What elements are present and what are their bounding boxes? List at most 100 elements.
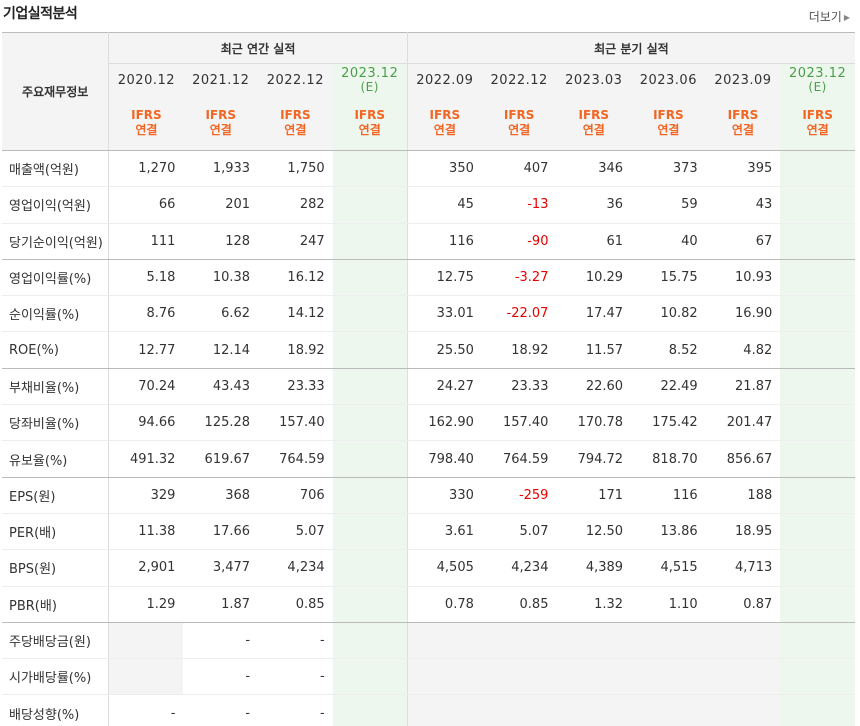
table-row: 부채비율(%) 70.24 43.43 23.33 24.27 23.33 22.60 22.…	[2, 368, 855, 406]
table-row: EPS(원) 329 368 706 330 -259 171 116 188	[2, 477, 855, 514]
period-label: 2022.09	[416, 72, 474, 88]
value-cell	[332, 694, 408, 726]
value-cell: 128	[183, 223, 259, 260]
ifrs-badge: IFRS 연결	[407, 96, 482, 151]
value-cell: 373	[631, 150, 706, 188]
ifrs-badge: IFRS 연결	[481, 96, 557, 151]
period-label: 2021.12	[192, 72, 250, 88]
value-cell	[332, 622, 408, 660]
value-cell: 3,477	[183, 549, 259, 587]
value-cell: 12.50	[556, 513, 632, 551]
ifrs-badge: IFRS 연결	[258, 96, 333, 151]
value-cell	[780, 694, 855, 726]
value-cell	[332, 440, 408, 478]
value-cell	[332, 259, 408, 297]
ifrs-badge: IFRS 연결	[108, 96, 184, 151]
value-cell: -	[183, 658, 259, 696]
row-label: PER(배)	[2, 513, 110, 551]
value-cell: 4,713	[705, 549, 781, 587]
value-cell	[407, 622, 482, 660]
value-cell: 188	[705, 477, 781, 514]
value-cell: 170.78	[556, 404, 632, 442]
table-row: 당좌비율(%) 94.66 125.28 157.40 162.90 157.40 170.…	[2, 404, 855, 442]
value-cell: 22.49	[631, 368, 706, 406]
period-header: 2020.12	[108, 63, 184, 97]
value-cell: 2,901	[108, 549, 184, 587]
chevron-right-icon: ▶	[843, 13, 850, 22]
ifrs-badge: IFRS 연결	[780, 96, 855, 151]
value-cell	[780, 549, 855, 587]
value-cell: 798.40	[407, 440, 482, 478]
value-cell: 17.66	[183, 513, 259, 551]
ifrs-label: IFRS	[802, 108, 833, 123]
value-cell: 201.47	[705, 404, 781, 442]
value-cell	[780, 586, 855, 623]
value-cell: 18.92	[258, 331, 333, 369]
value-cell: 5.07	[481, 513, 557, 551]
ifrs-badge: IFRS 연결	[332, 96, 408, 151]
value-cell: 175.42	[631, 404, 706, 442]
value-cell	[332, 186, 408, 224]
more-link[interactable]: 더보기 ▶	[809, 8, 850, 25]
value-cell	[481, 622, 557, 660]
value-cell: 18.92	[481, 331, 557, 369]
table-row: ROE(%) 12.77 12.14 18.92 25.50 18.92 11.57 8.52…	[2, 331, 855, 369]
value-cell: 5.18	[108, 259, 184, 297]
value-cell: 10.82	[631, 295, 706, 333]
value-cell	[780, 404, 855, 442]
ifrs-badge: IFRS 연결	[705, 96, 781, 151]
consolidated-label: 연결	[209, 123, 232, 138]
value-cell: 66	[108, 186, 184, 224]
table-row: PER(배) 11.38 17.66 5.07 3.61 5.07 12.50 13.86 18…	[2, 513, 855, 551]
value-cell: 10.93	[705, 259, 781, 297]
row-label: 배당성향(%)	[2, 694, 110, 726]
value-cell	[332, 658, 408, 696]
value-cell	[556, 658, 632, 696]
value-cell: 14.12	[258, 295, 333, 333]
ifrs-label: IFRS	[578, 108, 610, 123]
table-row: 영업이익률(%) 5.18 10.38 16.12 12.75 -3.27 10.29 15.…	[2, 259, 855, 297]
period-header: 2022.12	[258, 63, 333, 97]
value-cell: 45	[407, 186, 482, 224]
value-cell: 1.29	[108, 586, 184, 623]
table-row: 영업이익(억원) 66 201 282 45 -13 36 59 43	[2, 186, 855, 224]
value-cell: -90	[481, 223, 557, 260]
value-cell: 11.57	[556, 331, 632, 369]
consolidated-label: 연결	[508, 123, 531, 138]
value-cell: 94.66	[108, 404, 184, 442]
period-header: 2023.09	[705, 63, 781, 97]
value-cell: 407	[481, 150, 557, 188]
value-cell	[108, 658, 184, 696]
value-cell: 59	[631, 186, 706, 224]
table-row: PBR(배) 1.29 1.87 0.85 0.78 0.85 1.32 1.10 0.87	[2, 586, 855, 623]
value-cell	[780, 368, 855, 406]
ifrs-label: IFRS	[429, 108, 461, 123]
ifrs-label: IFRS	[205, 108, 237, 123]
period-label: 2023.12	[341, 66, 399, 82]
value-cell: 11.38	[108, 513, 184, 551]
table-row: 당기순이익(억원) 111 128 247 116 -90 61 40 67	[2, 223, 855, 260]
consolidated-label: 연결	[284, 123, 307, 138]
value-cell: 162.90	[407, 404, 482, 442]
value-cell: 12.75	[407, 259, 482, 297]
period-header: 2021.12	[183, 63, 259, 97]
value-cell: 12.14	[183, 331, 259, 369]
period-label: 2023.09	[714, 72, 772, 88]
quarter-group-header: 최근 분기 실적	[407, 32, 855, 64]
value-cell	[780, 150, 855, 188]
period-header: 2022.09	[407, 63, 482, 97]
value-cell: 346	[556, 150, 632, 188]
value-cell: -	[183, 622, 259, 660]
value-cell: 21.87	[705, 368, 781, 406]
row-label: 영업이익(억원)	[2, 186, 110, 224]
estimate-mark: (E)	[360, 80, 379, 95]
table-row: 배당성향(%) - - -	[2, 694, 855, 726]
value-cell: 0.85	[258, 586, 333, 623]
row-label: 당좌비율(%)	[2, 404, 110, 442]
value-cell: -	[108, 694, 184, 726]
value-cell	[631, 658, 706, 696]
value-cell: 33.01	[407, 295, 482, 333]
value-cell	[332, 404, 408, 442]
value-cell: 18.95	[705, 513, 781, 551]
value-cell: 619.67	[183, 440, 259, 478]
